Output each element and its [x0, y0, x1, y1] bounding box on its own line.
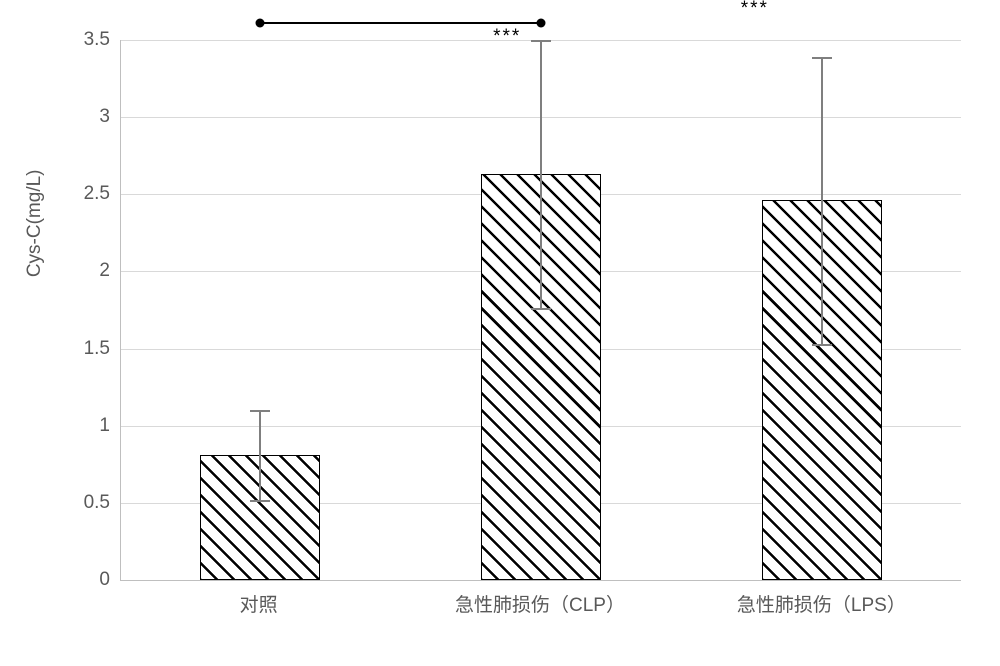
error-cap — [812, 344, 832, 346]
bar-group — [762, 40, 882, 580]
y-tick-label: 1.5 — [60, 338, 110, 360]
significance-endpoint — [255, 18, 264, 27]
y-tick-label: 0.5 — [60, 492, 110, 514]
x-tick-label: 急性肺损伤（LPS） — [737, 590, 906, 617]
error-cap — [812, 57, 832, 59]
bar-group — [481, 40, 601, 580]
y-tick-label: 2 — [60, 260, 110, 282]
significance-label: *** — [741, 0, 769, 20]
error-cap — [250, 500, 270, 502]
y-tick-label: 0 — [60, 569, 110, 591]
y-axis-title: Cys-C(mg/L) — [24, 169, 46, 277]
bar-group — [200, 40, 320, 580]
error-cap — [531, 40, 551, 42]
error-cap — [531, 308, 551, 310]
y-tick-label: 3.5 — [60, 29, 110, 51]
y-tick-label: 3 — [60, 106, 110, 128]
error-bar — [821, 57, 823, 344]
significance-label: *** — [493, 26, 521, 48]
error-bar — [259, 410, 261, 499]
y-tick-label: 2.5 — [60, 183, 110, 205]
error-bar — [540, 40, 542, 308]
error-cap — [250, 410, 270, 412]
plot-area: ****** — [120, 40, 961, 581]
x-tick-label: 对照 — [240, 590, 278, 617]
bar-chart: Cys-C(mg/L) ****** 0 0.5 1 1.5 2 2.5 3 3.5 对照 急性肺… — [20, 20, 980, 646]
x-tick-label: 急性肺损伤（CLP） — [455, 590, 625, 617]
significance-endpoint — [537, 18, 546, 27]
significance-bar — [260, 22, 541, 25]
y-tick-label: 1 — [60, 415, 110, 437]
